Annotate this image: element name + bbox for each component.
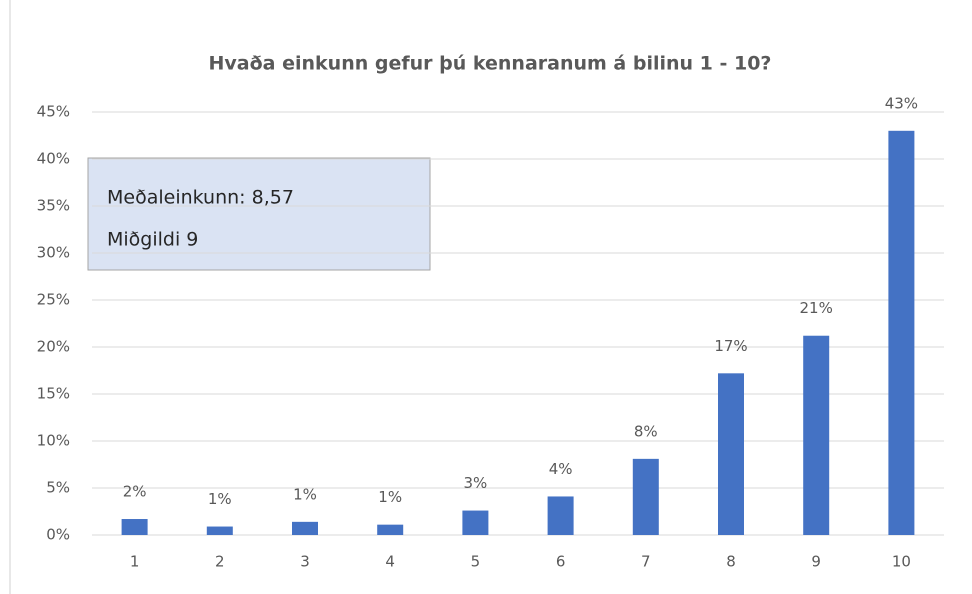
y-tick-label: 30% [37, 244, 70, 262]
data-label: 17% [714, 337, 747, 355]
y-tick-label: 5% [46, 479, 70, 497]
x-tick-label: 4 [385, 553, 395, 571]
bar [121, 519, 148, 535]
x-tick-label: 3 [300, 553, 310, 571]
x-tick-label: 5 [471, 553, 481, 571]
y-tick-label: 45% [37, 103, 70, 121]
y-tick-label: 35% [37, 197, 70, 215]
data-label: 1% [378, 488, 402, 506]
y-tick-label: 25% [37, 291, 70, 309]
y-tick-label: 0% [46, 526, 70, 544]
chart-title: Hvaða einkunn gefur þú kennaranum á bili… [209, 53, 772, 75]
annotation-box [87, 157, 431, 271]
x-tick-label: 10 [892, 553, 911, 571]
y-tick-label: 10% [37, 432, 70, 450]
bar [803, 335, 830, 535]
annotation: Miðgildi 9 [107, 229, 198, 251]
bar [377, 524, 404, 535]
bar [462, 510, 489, 535]
bar [718, 373, 744, 535]
data-label: 21% [800, 299, 833, 317]
x-tick-label: 1 [130, 553, 140, 571]
bar [547, 496, 574, 535]
annotation: Meðaleinkunn: 8,57 [107, 187, 294, 209]
data-label: 3% [464, 474, 488, 492]
bar [888, 130, 915, 536]
bar [632, 458, 659, 535]
y-tick-label: 20% [37, 338, 70, 356]
bar [292, 521, 318, 535]
data-label: 1% [208, 490, 232, 508]
x-tick-label: 7 [641, 553, 651, 571]
data-label: 1% [293, 485, 317, 503]
data-label: 4% [549, 460, 573, 478]
data-label: 8% [634, 422, 658, 440]
y-tick-label: 40% [37, 150, 70, 168]
x-tick-label: 9 [811, 553, 821, 571]
data-label: 2% [123, 483, 147, 501]
data-label: 43% [885, 94, 918, 112]
x-tick-label: 2 [215, 553, 225, 571]
x-tick-label: 6 [556, 553, 566, 571]
bar [206, 526, 233, 535]
x-tick-label: 8 [726, 553, 736, 571]
y-tick-label: 15% [37, 385, 70, 403]
